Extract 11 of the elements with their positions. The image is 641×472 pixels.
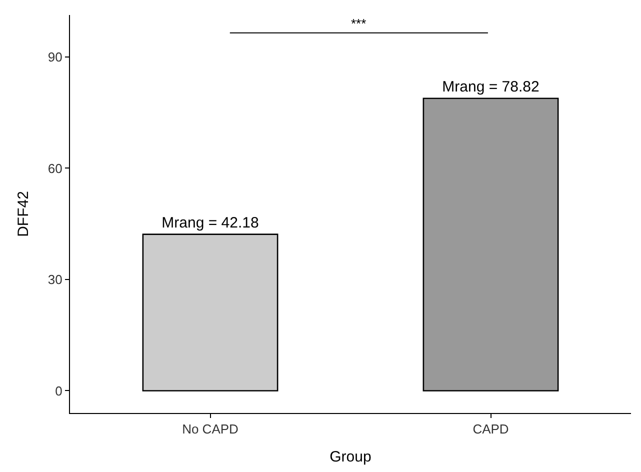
y-tick-label: 60 bbox=[48, 160, 62, 176]
x-tick-label: No CAPD bbox=[182, 422, 238, 437]
y-tick-label: 0 bbox=[55, 383, 62, 398]
x-tick-label: CAPD bbox=[472, 422, 509, 437]
y-tick-label: 90 bbox=[48, 49, 62, 64]
y-tick-label: 30 bbox=[48, 272, 62, 288]
data-label: Mrang = 78.82 bbox=[442, 78, 540, 96]
x-axis-title: Group bbox=[330, 448, 372, 466]
data-label: Mrang = 42.18 bbox=[162, 214, 259, 232]
y-axis-title: DFF42 bbox=[15, 191, 32, 237]
annotation: *** bbox=[351, 16, 366, 31]
